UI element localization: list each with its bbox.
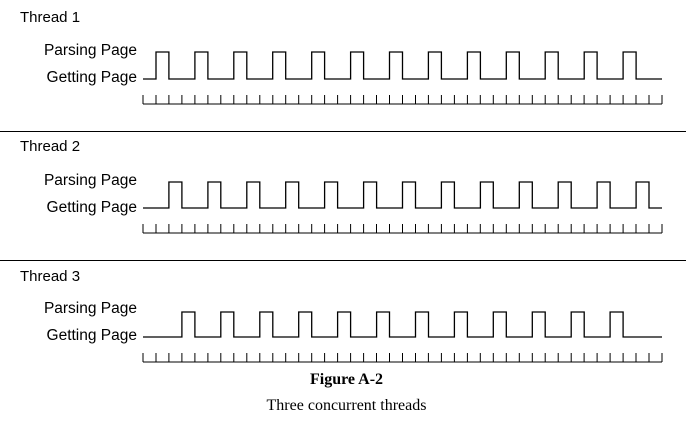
thread-3-getting-label: Getting Page bbox=[46, 327, 137, 344]
thread-separator-2 bbox=[0, 260, 686, 261]
waveform-line bbox=[143, 181, 662, 209]
waveform-line bbox=[143, 311, 662, 338]
thread-1-getting-label: Getting Page bbox=[46, 69, 137, 86]
figure-caption: Three concurrent threads bbox=[266, 397, 427, 414]
thread-separator-1 bbox=[0, 131, 686, 132]
waveform-line bbox=[143, 51, 662, 80]
thread-3-title: Thread 3 bbox=[20, 268, 81, 285]
thread-2-parsing-label: Parsing Page bbox=[43, 172, 137, 189]
figure-number: Figure A-2 bbox=[309, 371, 384, 388]
thread-2-title: Thread 2 bbox=[20, 138, 81, 155]
thread-3-parsing-label: Parsing Page bbox=[43, 300, 137, 317]
thread-2-getting-label: Getting Page bbox=[46, 199, 137, 216]
thread-1-parsing-label: Parsing Page bbox=[43, 42, 137, 59]
thread-1-title: Thread 1 bbox=[20, 9, 81, 26]
